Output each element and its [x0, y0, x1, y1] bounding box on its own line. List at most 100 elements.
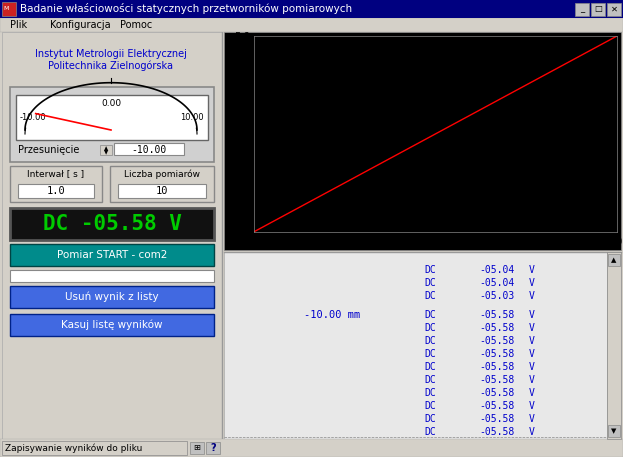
- Text: DC: DC: [424, 323, 435, 333]
- FancyBboxPatch shape: [110, 166, 214, 202]
- Text: 10: 10: [156, 186, 168, 196]
- Text: DC: DC: [424, 291, 435, 301]
- FancyBboxPatch shape: [607, 252, 621, 439]
- Text: Politechnika Zielnogórska: Politechnika Zielnogórska: [49, 61, 173, 71]
- Text: Pomoc: Pomoc: [120, 20, 152, 30]
- Text: V: V: [529, 362, 535, 372]
- FancyBboxPatch shape: [224, 32, 621, 250]
- Text: DC: DC: [424, 427, 435, 437]
- Text: -05.58: -05.58: [479, 310, 514, 320]
- Text: V: V: [529, 349, 535, 359]
- Text: Liczba pomiarów: Liczba pomiarów: [124, 169, 200, 179]
- Text: V: V: [529, 375, 535, 385]
- FancyBboxPatch shape: [0, 439, 623, 457]
- Text: Badanie właściowości statycznych przetworników pomiarowych: Badanie właściowości statycznych przetwo…: [20, 4, 352, 15]
- Text: DC: DC: [424, 375, 435, 385]
- Text: -05.58: -05.58: [479, 349, 514, 359]
- Text: DC: DC: [424, 278, 435, 288]
- FancyBboxPatch shape: [10, 166, 102, 202]
- FancyBboxPatch shape: [10, 208, 214, 240]
- Text: 1.0: 1.0: [47, 186, 65, 196]
- Text: Kasuj listę wyników: Kasuj listę wyników: [61, 320, 163, 330]
- FancyBboxPatch shape: [591, 3, 605, 16]
- FancyBboxPatch shape: [100, 145, 112, 155]
- Text: ▲: ▲: [611, 257, 617, 263]
- FancyBboxPatch shape: [2, 2, 16, 16]
- Text: DC: DC: [424, 336, 435, 346]
- Text: -05.58: -05.58: [479, 414, 514, 424]
- Text: -10.00: -10.00: [20, 113, 47, 122]
- FancyBboxPatch shape: [16, 95, 208, 140]
- Text: DC: DC: [424, 362, 435, 372]
- Text: -10.00 mm: -10.00 mm: [304, 310, 360, 320]
- FancyBboxPatch shape: [10, 286, 214, 308]
- Text: -05.58: -05.58: [479, 336, 514, 346]
- FancyBboxPatch shape: [607, 3, 621, 16]
- Text: DC: DC: [424, 349, 435, 359]
- Text: DC: DC: [424, 414, 435, 424]
- Text: -05.58: -05.58: [479, 362, 514, 372]
- FancyBboxPatch shape: [10, 314, 214, 336]
- Text: -05.04: -05.04: [479, 278, 514, 288]
- Text: M: M: [3, 6, 8, 11]
- Text: ▼: ▼: [611, 428, 617, 434]
- Text: DC: DC: [424, 310, 435, 320]
- Text: -05.58: -05.58: [479, 388, 514, 398]
- Text: V: V: [529, 401, 535, 411]
- Text: -05.58: -05.58: [479, 375, 514, 385]
- Text: V: V: [529, 323, 535, 333]
- Text: V: V: [529, 291, 535, 301]
- Text: -05.58: -05.58: [479, 323, 514, 333]
- FancyBboxPatch shape: [0, 18, 623, 32]
- FancyBboxPatch shape: [206, 442, 220, 454]
- Text: DC: DC: [424, 401, 435, 411]
- Text: 0.00: 0.00: [101, 99, 121, 108]
- FancyBboxPatch shape: [224, 252, 607, 439]
- Text: Przesunięcie: Przesunięcie: [18, 145, 79, 155]
- Text: 10.00: 10.00: [181, 113, 204, 122]
- Text: DC: DC: [424, 265, 435, 275]
- Text: □: □: [594, 5, 602, 14]
- FancyBboxPatch shape: [575, 3, 589, 16]
- Text: V: V: [529, 388, 535, 398]
- FancyBboxPatch shape: [608, 254, 620, 266]
- Text: V: V: [529, 427, 535, 437]
- Text: Usuń wynik z listy: Usuń wynik z listy: [65, 292, 159, 302]
- Text: ✕: ✕: [611, 5, 617, 14]
- Text: -05.58: -05.58: [479, 401, 514, 411]
- Text: DC: DC: [424, 388, 435, 398]
- Text: Zapisywanie wyników do pliku: Zapisywanie wyników do pliku: [5, 443, 143, 453]
- FancyBboxPatch shape: [10, 270, 214, 282]
- FancyBboxPatch shape: [190, 442, 204, 454]
- FancyBboxPatch shape: [18, 184, 94, 198]
- Text: -05.04: -05.04: [479, 265, 514, 275]
- FancyBboxPatch shape: [0, 0, 623, 18]
- Text: V: V: [529, 265, 535, 275]
- Text: ▼: ▼: [104, 150, 108, 155]
- FancyBboxPatch shape: [10, 244, 214, 266]
- FancyBboxPatch shape: [118, 184, 206, 198]
- Text: -05.03: -05.03: [479, 291, 514, 301]
- Text: V: V: [529, 336, 535, 346]
- Text: V: V: [529, 310, 535, 320]
- FancyBboxPatch shape: [0, 32, 623, 439]
- Text: ?: ?: [210, 443, 216, 453]
- Text: Plik: Plik: [10, 20, 27, 30]
- Text: -10.00: -10.00: [131, 145, 166, 155]
- FancyBboxPatch shape: [2, 441, 187, 455]
- Text: Instytut Metrologii Elektrycznej: Instytut Metrologii Elektrycznej: [35, 49, 187, 59]
- FancyBboxPatch shape: [114, 143, 184, 155]
- Text: ⊞: ⊞: [194, 443, 201, 452]
- Text: V: V: [529, 414, 535, 424]
- Text: Konfiguracja: Konfiguracja: [50, 20, 111, 30]
- Text: -05.58: -05.58: [479, 427, 514, 437]
- Text: V: V: [529, 278, 535, 288]
- Text: DC -05.58 V: DC -05.58 V: [42, 214, 181, 234]
- Text: ▲: ▲: [104, 147, 108, 152]
- Text: Pomiar START - com2: Pomiar START - com2: [57, 250, 167, 260]
- FancyBboxPatch shape: [2, 32, 222, 439]
- Text: _: _: [580, 5, 584, 14]
- Text: Interwał [ s ]: Interwał [ s ]: [27, 170, 85, 179]
- FancyBboxPatch shape: [608, 425, 620, 437]
- FancyBboxPatch shape: [10, 87, 214, 162]
